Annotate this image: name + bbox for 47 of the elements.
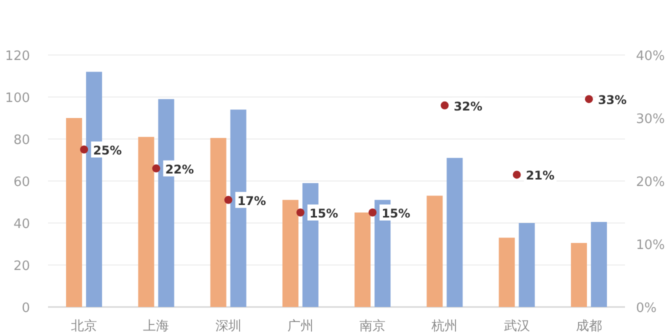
point (512, 170, 521, 179)
point (296, 208, 304, 216)
x-tick-label: 南京 (360, 319, 386, 334)
bar (354, 212, 371, 307)
y-tick-label: 80 (13, 133, 30, 148)
point (584, 95, 593, 104)
data-label: 33% (598, 93, 627, 108)
bar (518, 223, 535, 307)
point (224, 196, 232, 204)
point (80, 146, 88, 154)
bar (66, 118, 82, 307)
bar (210, 138, 226, 307)
y-tick-label: 40 (13, 217, 30, 232)
bar (498, 238, 515, 307)
data-label: 21% (526, 168, 555, 183)
bar (426, 196, 443, 307)
y-tick-label: 20 (13, 259, 30, 274)
x-tick-label: 上海 (143, 319, 170, 334)
y-tick-label: 120 (5, 49, 30, 64)
y2-tick-label: 20% (636, 175, 665, 190)
x-tick-label: 广州 (287, 319, 314, 334)
bar (446, 158, 463, 307)
y-tick-label: 60 (13, 175, 30, 190)
x-tick-label: 北京 (71, 319, 98, 334)
y-tick-label: 0 (22, 301, 30, 316)
bar (138, 136, 154, 307)
y2-tick-label: 40% (636, 49, 665, 64)
point (152, 164, 160, 172)
y2-tick-label: 30% (636, 112, 665, 127)
data-label: 17% (237, 194, 266, 208)
data-label: 32% (454, 99, 482, 114)
data-label: 25% (93, 144, 122, 158)
y2-tick-label: 0% (636, 301, 657, 316)
bar (282, 200, 298, 307)
x-tick-label: 武汉 (504, 319, 530, 334)
bar (590, 222, 607, 307)
point (368, 208, 377, 216)
data-label: 22% (165, 162, 194, 176)
y-tick-label: 100 (5, 91, 30, 106)
point (440, 101, 449, 110)
x-tick-label: 成都 (576, 319, 602, 334)
bar (570, 242, 587, 307)
x-tick-label: 杭州 (430, 319, 458, 334)
x-tick-label: 深圳 (215, 319, 242, 334)
data-label: 15% (309, 206, 338, 220)
y2-tick-label: 10% (636, 238, 665, 253)
data-label: 15% (382, 206, 410, 220)
